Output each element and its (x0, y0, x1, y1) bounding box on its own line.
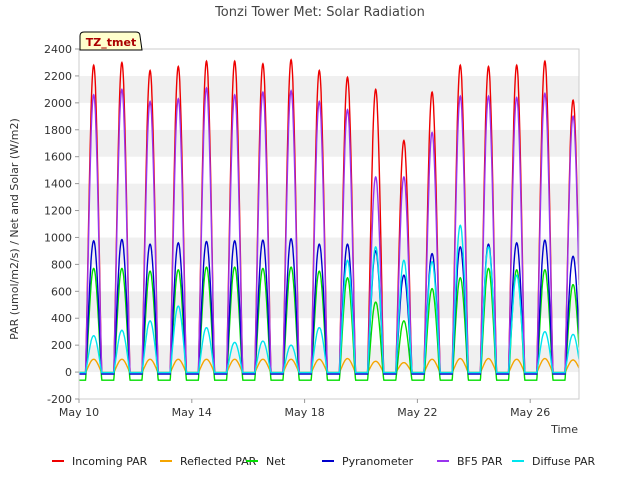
legend: Incoming PAR Reflected PAR Net Pyranometer B… (52, 455, 596, 468)
y-tick-label: 1400 (44, 178, 72, 191)
legend-entry: Reflected PAR (180, 455, 257, 468)
x-tick-label: May 18 (284, 406, 324, 419)
plot-background (79, 49, 579, 399)
legend-entry: Net (266, 455, 286, 468)
x-tick-label: May 26 (510, 406, 550, 419)
grid-band (79, 129, 579, 157)
x-axis-label: Time (550, 423, 578, 436)
plot-frame (78, 48, 580, 400)
y-tick-label: 1200 (44, 205, 72, 218)
grid-band (79, 102, 579, 130)
x-tick-label: May 14 (172, 406, 212, 419)
grid-band (79, 156, 579, 184)
y-tick-label: 1800 (44, 124, 72, 137)
grid-band (79, 49, 579, 76)
y-tick-label: 2000 (44, 97, 72, 110)
legend-entry: BF5 PAR (457, 455, 503, 468)
x-tick-label: May 10 (59, 406, 99, 419)
grid-band (79, 183, 579, 211)
y-tick-label: 400 (51, 312, 72, 325)
y-tick-label: 2200 (44, 70, 72, 83)
grid-band (79, 372, 579, 399)
grid-band (79, 345, 579, 373)
y-tick-label: 1600 (44, 151, 72, 164)
plot-lines (79, 58, 579, 381)
y-axis-label: PAR (umol/m2/s) / Net and Solar (W/m2) (8, 118, 21, 340)
station-badge-label: TZ_tmet (86, 36, 136, 49)
legend-entry: Diffuse PAR (532, 455, 596, 468)
station-badge-box (79, 31, 143, 51)
station-badge: TZ_tmet (79, 31, 143, 51)
y-tick-label: 0 (65, 366, 72, 379)
y-axis-ticks: -200 0 200 400 600 800 1000 1200 1400 1600 1800 200… (44, 43, 79, 406)
series-line-diffuse-par (79, 224, 579, 374)
x-axis-ticks: May 10 May 14 May 18 May 22 May 26 (59, 399, 550, 419)
legend-entry: Incoming PAR (72, 455, 148, 468)
y-tick-label: 1000 (44, 231, 72, 244)
grid-band (79, 75, 579, 103)
grid-band (79, 264, 579, 292)
y-tick-label: 200 (51, 339, 72, 352)
y-tick-label: 600 (51, 285, 72, 298)
x-tick-label: May 22 (397, 406, 437, 419)
grid-band (79, 210, 579, 238)
legend-entry: Pyranometer (342, 455, 414, 468)
y-tick-label: 800 (51, 258, 72, 271)
y-tick-label: 2400 (44, 43, 72, 56)
y-tick-label: -200 (47, 393, 72, 406)
chart-title: Tonzi Tower Met: Solar Radiation (214, 5, 425, 20)
grid-band (79, 237, 579, 265)
